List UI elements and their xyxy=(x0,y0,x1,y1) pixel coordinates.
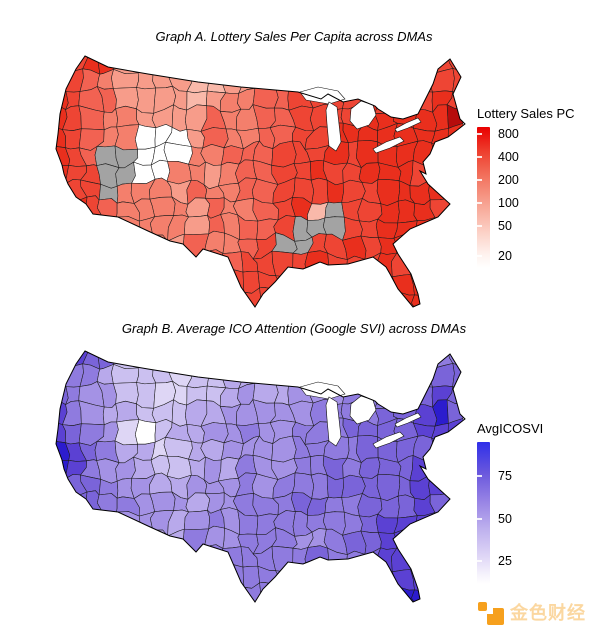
legend-tick-mark xyxy=(477,202,482,205)
legend-tick-label: 200 xyxy=(498,173,519,188)
legend-tick-label: 50 xyxy=(498,218,512,233)
legend-b-title: AvgICOSVI xyxy=(477,421,544,436)
legend-tick-mark xyxy=(477,475,482,478)
legend-tick-label: 100 xyxy=(498,196,519,211)
legend-a-gradient-bar xyxy=(477,127,490,268)
watermark: 金色财经 xyxy=(478,599,586,625)
legend-tick-label: 800 xyxy=(498,127,519,142)
legend-tick-label: 50 xyxy=(498,511,512,526)
map-a-choropleth xyxy=(55,55,466,308)
legend-tick-label: 400 xyxy=(498,150,519,165)
legend-tick-label: 75 xyxy=(498,469,512,484)
legend-a-bar-wrap: 800 400 200 100 50 20 xyxy=(477,127,592,268)
legend-b-bar-wrap: 75 50 25 xyxy=(477,442,592,584)
legend-tick-label: 20 xyxy=(498,249,512,263)
graph-b-title: Graph B. Average ICO Attention (Google S… xyxy=(121,321,467,336)
legend-tick-label: 25 xyxy=(498,554,512,569)
legend-a: Lottery Sales PC 800 400 200 100 50 20 xyxy=(477,106,592,268)
legend-tick-mark xyxy=(477,179,482,182)
golden-finance-logo-icon xyxy=(478,599,504,625)
legend-tick-mark xyxy=(477,133,482,136)
watermark-text: 金色财经 xyxy=(510,603,586,623)
legend-tick-mark xyxy=(477,156,482,159)
graph-a-title: Graph A. Lottery Sales Per Capita across… xyxy=(155,29,433,44)
legend-b-gradient-bar xyxy=(477,442,490,584)
legend-a-title: Lottery Sales PC xyxy=(477,106,575,121)
legend-tick-mark xyxy=(477,224,482,227)
legend-tick-mark xyxy=(477,517,482,520)
legend-tick-mark xyxy=(477,255,482,257)
legend-b: AvgICOSVI 75 50 25 xyxy=(477,421,592,584)
legend-tick-mark xyxy=(477,560,482,563)
map-b-choropleth xyxy=(55,350,466,603)
